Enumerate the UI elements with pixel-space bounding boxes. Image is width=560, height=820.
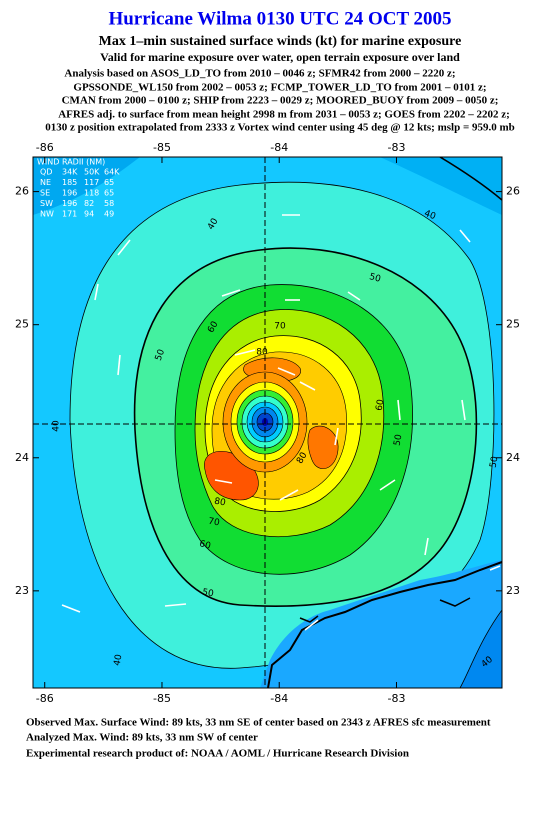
contour-label: 40: [113, 653, 125, 666]
contour-label: 80: [213, 497, 226, 509]
y-tick-label: 23: [506, 584, 520, 597]
contour-label: 70: [207, 517, 220, 529]
title: Hurricane Wilma 0130 UTC 24 OCT 2005: [108, 8, 451, 29]
contour-label: 50: [489, 455, 501, 468]
y-tick-label: 24: [506, 451, 520, 464]
contour-label: 50: [154, 348, 167, 362]
axes: -86 -86 -85 -85 -84 -84 -83 -83 23 23 24 24 25 25 26 26: [15, 141, 520, 705]
analysis-notes: Analysis based on ASOS_LD_TO from 2010 –…: [45, 68, 515, 134]
wind-radii-cell: 58: [104, 199, 114, 208]
footer-line: Analyzed Max. Wind: 89 kts, 33 nm SW of …: [26, 732, 258, 744]
x-tick-label: -86: [36, 141, 54, 154]
wind-radii-title: WIND RADII (NM): [37, 158, 105, 167]
wind-arrows: [61, 214, 501, 631]
x-tick-label: -85: [153, 692, 171, 705]
wind-radii-cell: 94: [84, 210, 94, 219]
wind-radii-cell: 50K: [84, 168, 100, 177]
x-tick-label: -85: [153, 141, 171, 154]
wind-radii-cell: 65: [104, 178, 114, 187]
map-frame: [32, 156, 503, 689]
y-tick-label: 23: [15, 584, 29, 597]
y-tick-label: 25: [15, 318, 29, 331]
footer: Observed Max. Surface Wind: 89 kts, 33 n…: [26, 717, 491, 760]
wind-radii-cell: SW: [40, 199, 53, 208]
x-tick-label: -83: [387, 141, 405, 154]
coastline: [299, 597, 471, 623]
wind-radii-cell: 171: [62, 210, 77, 219]
low-wind-area: [380, 157, 502, 215]
y-tick-label: 26: [506, 185, 520, 198]
wind-radii-cell: SE: [40, 189, 50, 198]
x-tick-label: -83: [387, 692, 405, 705]
analysis-line: CMAN from 2000 – 0100 z; SHIP from 2223 …: [62, 95, 499, 107]
contour-label: 60: [375, 398, 387, 411]
subtitle: Max 1–min sustained surface winds (kt) f…: [99, 34, 462, 49]
footer-line: Experimental research product of: NOAA /…: [26, 748, 409, 760]
y-tick-label: 24: [15, 451, 29, 464]
contour-label: 80: [256, 348, 268, 358]
x-tick-label: -86: [36, 692, 54, 705]
low-wind-area: [33, 157, 140, 215]
analysis-line: Analysis based on ASOS_LD_TO from 2010 –…: [64, 68, 455, 80]
wind-radii-table: WIND RADII (NM) QD 34K 50K 64K NE 185 117 65 SE 1…: [37, 158, 120, 219]
contour-label: 60: [198, 539, 212, 552]
wind-field: [33, 157, 502, 688]
wind-radii-cell: 117: [84, 178, 99, 187]
y-tick-label: 26: [15, 185, 29, 198]
wind-radii-cell: 118: [84, 189, 99, 198]
wind-radii-cell: 64K: [104, 168, 120, 177]
analysis-line: 0130 z position extrapolated from 2333 z…: [45, 122, 515, 134]
wind-radii-cell: NW: [40, 210, 54, 219]
wind-radii-cell: 196: [62, 199, 77, 208]
analysis-line: GPSSONDE_WL150 from 2002 – 0053 z; FCMP_…: [73, 82, 486, 94]
wind-radii-cell: QD: [40, 168, 52, 177]
x-tick-label: -84: [270, 141, 288, 154]
contour-line: [439, 157, 502, 201]
contour-label: 70: [274, 322, 286, 332]
contour-label: 40: [423, 209, 437, 222]
valid-note: Valid for marine exposure over water, op…: [100, 50, 460, 64]
coastline: [267, 561, 502, 688]
wind-max-e: [307, 425, 339, 469]
contour-label: 50: [393, 433, 405, 446]
contour-label: 50: [368, 272, 382, 285]
contour-label: 40: [52, 420, 62, 432]
low-wind-area: [260, 560, 502, 688]
wind-radii-cell: 196: [62, 189, 77, 198]
wind-radii-cell: 65: [104, 189, 114, 198]
wind-radii-cell: 82: [84, 199, 94, 208]
x-tick-label: -84: [270, 692, 288, 705]
analysis-line: AFRES adj. to surface from mean height 2…: [58, 109, 510, 121]
footer-line: Observed Max. Surface Wind: 89 kts, 33 n…: [26, 717, 491, 729]
wind-radii-cell: 185: [62, 178, 77, 187]
contour-label: 50: [201, 588, 214, 600]
wind-radii-cell: 49: [104, 210, 114, 219]
wind-radii-cell: NE: [40, 178, 51, 187]
wind-radii-cell: 34K: [62, 168, 78, 177]
y-tick-label: 25: [506, 318, 520, 331]
